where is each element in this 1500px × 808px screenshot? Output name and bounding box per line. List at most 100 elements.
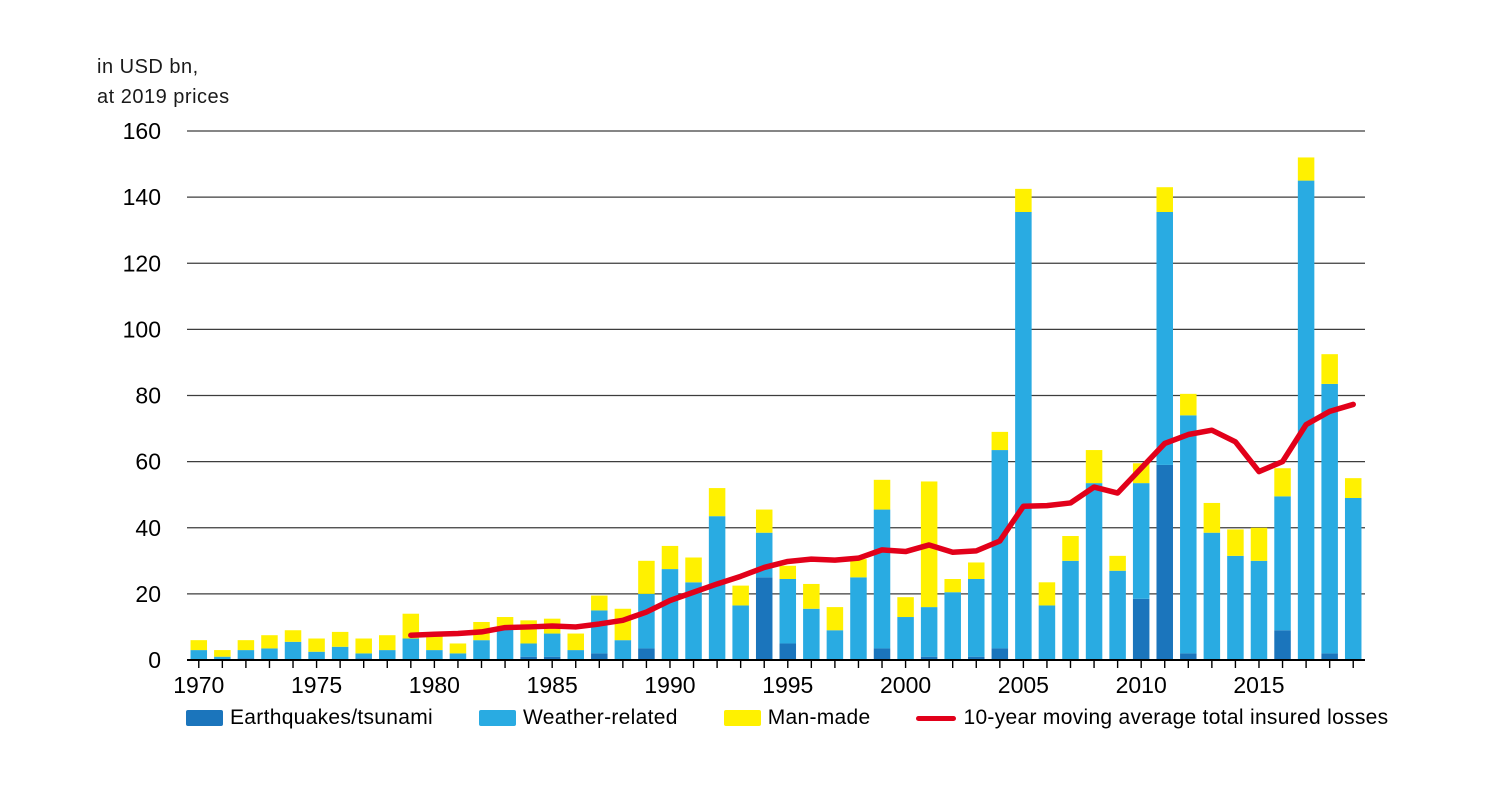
x-tick-label: 2010 bbox=[1116, 672, 1167, 698]
bar-segment bbox=[237, 650, 255, 659]
bar-segment bbox=[732, 585, 749, 606]
bar-segment bbox=[1132, 598, 1150, 660]
bar-segment bbox=[261, 635, 278, 649]
bar-segment bbox=[567, 633, 584, 651]
y-tick-label: 60 bbox=[135, 449, 161, 475]
y-tick-label: 100 bbox=[123, 316, 161, 342]
bar-segment bbox=[850, 559, 867, 578]
bar-segment bbox=[261, 648, 278, 660]
bar-segment bbox=[920, 656, 938, 660]
bar-segment bbox=[661, 545, 679, 570]
x-tick-label: 1995 bbox=[762, 672, 813, 698]
chart-legend: Earthquakes/tsunami Weather-related Man-… bbox=[186, 706, 1388, 730]
bar-segment bbox=[968, 656, 985, 660]
bar-segment bbox=[402, 638, 420, 660]
bar-segment bbox=[873, 648, 891, 660]
bar-segment bbox=[779, 643, 797, 660]
x-tick-label: 1985 bbox=[527, 672, 578, 698]
bar-segment bbox=[779, 578, 797, 644]
bar-segment bbox=[496, 617, 514, 629]
x-tick-label: 1980 bbox=[409, 672, 460, 698]
bar-segment bbox=[1015, 188, 1032, 213]
bar-segment bbox=[944, 578, 961, 593]
bar-segment bbox=[873, 509, 891, 649]
bar-segment bbox=[543, 633, 561, 657]
bar-segment bbox=[543, 656, 561, 660]
unit-label: in USD bn, at 2019 prices bbox=[97, 52, 230, 112]
bar-segment bbox=[968, 578, 985, 657]
bar-segment bbox=[331, 646, 349, 660]
bar-segment bbox=[1250, 560, 1268, 660]
gridlines bbox=[187, 130, 1365, 595]
bar-segment bbox=[1321, 383, 1338, 654]
legend-item-manmade: Man-made bbox=[723, 706, 871, 730]
y-axis-labels: 0 20 40 60 80 100 120 140 160 bbox=[123, 118, 161, 673]
y-tick-label: 40 bbox=[135, 515, 161, 541]
moving-average-polyline bbox=[408, 401, 1356, 638]
x-tick-label: 2000 bbox=[880, 672, 931, 698]
bar-segment bbox=[1344, 497, 1362, 660]
bar-segment bbox=[826, 607, 844, 631]
bar-segment bbox=[591, 653, 608, 660]
legend-label-moving-average: 10-year moving average total insured los… bbox=[963, 706, 1389, 729]
bar-segment bbox=[1132, 463, 1150, 484]
bar-segment bbox=[308, 651, 325, 660]
bar-segment bbox=[661, 569, 679, 660]
earthquakes-swatch-icon bbox=[186, 710, 223, 726]
bar-segment bbox=[355, 653, 372, 659]
bar-segment bbox=[732, 605, 749, 660]
bar-segment bbox=[1227, 529, 1244, 556]
x-tick-label: 1970 bbox=[173, 672, 224, 698]
bar-segment bbox=[308, 638, 325, 652]
bar-segment bbox=[944, 592, 961, 660]
bar-segment bbox=[1227, 555, 1244, 660]
bar-segment bbox=[638, 593, 655, 649]
bar-segment bbox=[638, 560, 655, 594]
bar-segment bbox=[284, 630, 302, 642]
bar-segment bbox=[1297, 157, 1315, 181]
bar-segment bbox=[1109, 555, 1126, 571]
moving-average-line bbox=[408, 401, 1356, 638]
bar-segment bbox=[1180, 393, 1197, 416]
bar-segment bbox=[1109, 570, 1126, 660]
bar-segment bbox=[779, 565, 797, 579]
legend-item-moving-average: 10-year moving average total insured los… bbox=[916, 706, 1388, 730]
bar-segment bbox=[214, 656, 231, 660]
bar-segment bbox=[567, 650, 584, 660]
bar-segment bbox=[190, 650, 208, 660]
bar-segment bbox=[803, 608, 820, 660]
x-axis-labels: 1970 1975 1980 1985 1990 1995 2000 2005 2010 2015 bbox=[173, 672, 1284, 698]
bar-segment bbox=[638, 648, 655, 660]
bar-segment bbox=[284, 641, 302, 660]
bar-segment bbox=[426, 633, 443, 651]
bar-segment bbox=[1038, 582, 1056, 606]
bar-segment bbox=[473, 640, 490, 660]
bar-segment bbox=[755, 509, 773, 533]
bar-segment bbox=[1085, 483, 1103, 660]
manmade-swatch-icon bbox=[723, 710, 761, 726]
bar-segment bbox=[1250, 527, 1268, 561]
bar-segment bbox=[897, 597, 914, 618]
bar-segment bbox=[190, 640, 208, 651]
bar-segment bbox=[591, 610, 608, 654]
stacked-bars bbox=[190, 157, 1362, 661]
bar-segment bbox=[1156, 464, 1173, 660]
legend-item-earthquakes: Earthquakes/tsunami bbox=[186, 706, 433, 730]
bar-segment bbox=[355, 638, 372, 654]
x-tick-label: 2015 bbox=[1233, 672, 1284, 698]
bar-segment bbox=[1274, 468, 1291, 497]
bar-segment bbox=[1180, 415, 1197, 654]
bar-segment bbox=[1344, 478, 1362, 498]
bar-segment bbox=[755, 577, 773, 660]
bar-segment bbox=[685, 557, 702, 583]
moving-average-line-icon bbox=[916, 715, 957, 721]
bar-segment bbox=[708, 488, 726, 517]
y-tick-label: 120 bbox=[123, 250, 161, 276]
bar-segment bbox=[826, 630, 844, 660]
bar-segment bbox=[1085, 450, 1103, 484]
x-tick-label: 2005 bbox=[998, 672, 1049, 698]
bar-segment bbox=[1321, 653, 1338, 660]
bar-segment bbox=[449, 643, 467, 654]
y-tick-label: 0 bbox=[148, 647, 161, 673]
